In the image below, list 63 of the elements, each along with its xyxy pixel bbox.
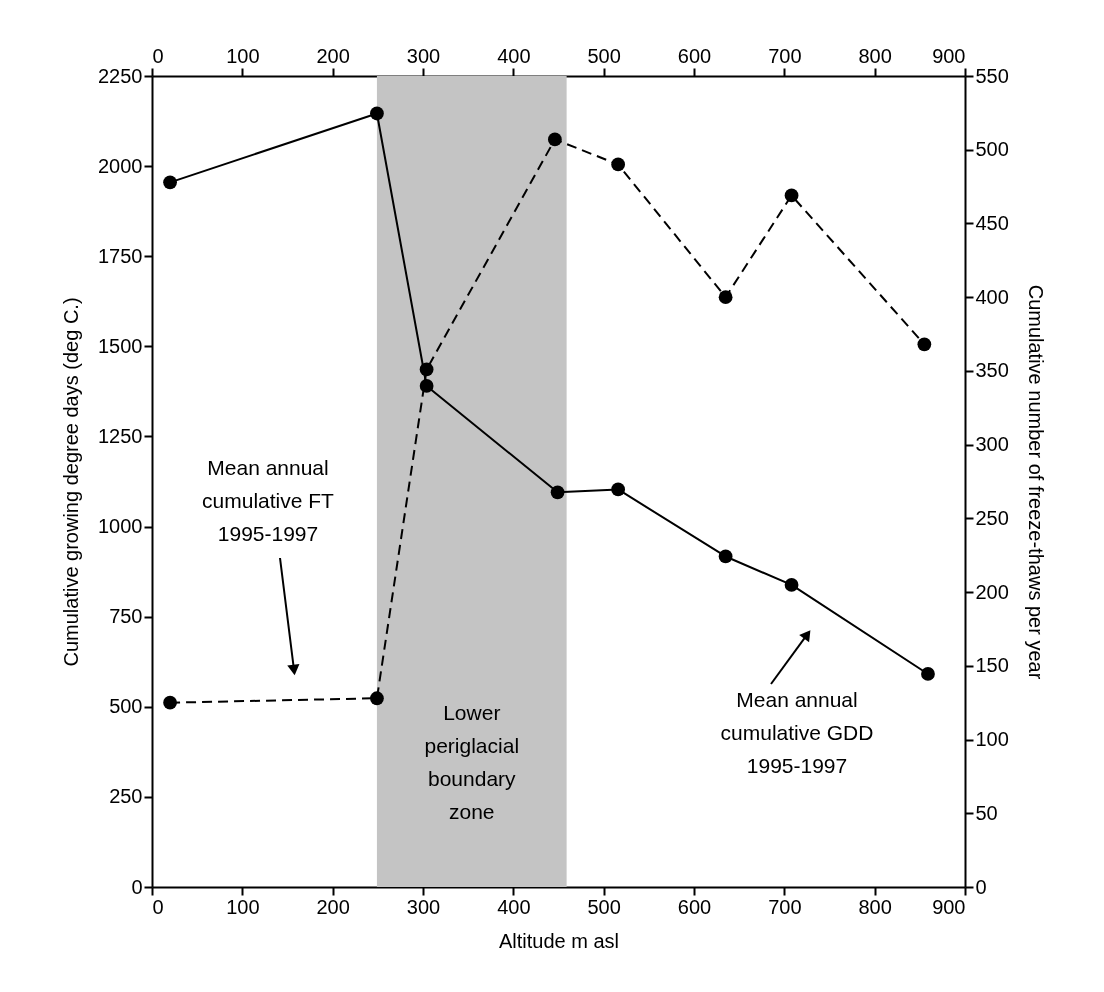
y2-tick-label: 550 bbox=[975, 64, 1009, 87]
x2-tick-label: 800 bbox=[858, 44, 892, 67]
x2-tick-label: 500 bbox=[587, 44, 621, 67]
point bbox=[611, 482, 626, 497]
x2-tick-label: 300 bbox=[406, 44, 441, 67]
y2-tick-label: 450 bbox=[975, 211, 1009, 234]
y-tick-label: 1250 bbox=[98, 424, 143, 447]
point bbox=[718, 549, 733, 564]
point bbox=[718, 290, 733, 305]
x2-tick-label: 700 bbox=[768, 44, 802, 67]
x2-tick-label: 400 bbox=[497, 44, 531, 67]
point bbox=[921, 667, 935, 681]
y2-tick-label: 150 bbox=[975, 654, 1009, 677]
point bbox=[370, 106, 384, 121]
y2-tick-label: 300 bbox=[975, 433, 1009, 456]
y-tick-label: 250 bbox=[109, 785, 143, 808]
y2-tick-label: 500 bbox=[975, 138, 1009, 161]
x-tick-label: 0 bbox=[152, 895, 164, 918]
x-tick-label: 700 bbox=[768, 895, 802, 918]
y2-axis-title: Cumulative number of freeze-thaws per year bbox=[1024, 284, 1047, 680]
y2-tick-label: 250 bbox=[975, 506, 1009, 529]
point bbox=[370, 691, 384, 706]
y-tick-label: 1750 bbox=[98, 244, 143, 267]
x2-tick-label: 200 bbox=[316, 44, 350, 67]
annotation: Mean annual cumulative GDD 1995-1997 bbox=[720, 688, 874, 777]
x-tick-label: 200 bbox=[316, 895, 350, 918]
point bbox=[784, 188, 799, 203]
x-tick-label: 500 bbox=[587, 895, 621, 918]
x2-tick-label: 100 bbox=[226, 44, 260, 67]
band-label: Lower periglacial boundary zone bbox=[424, 701, 520, 823]
y-tick-label: 1500 bbox=[98, 334, 143, 357]
point bbox=[917, 337, 932, 352]
y2-tick-label: 0 bbox=[975, 875, 987, 898]
x-tick-label: 600 bbox=[677, 895, 712, 918]
y-tick-label: 750 bbox=[109, 605, 143, 628]
x-axis-title: Altitude m asl bbox=[498, 929, 620, 952]
annotation: Mean annual cumulative FT 1995-1997 bbox=[202, 456, 335, 545]
y-tick-label: 1000 bbox=[98, 515, 143, 538]
y-tick-label: 500 bbox=[109, 695, 143, 718]
point bbox=[784, 578, 799, 592]
x2-tick-label: 900 bbox=[932, 44, 966, 67]
point bbox=[163, 695, 177, 710]
y2-tick-label: 200 bbox=[975, 580, 1009, 603]
y2-tick-label: 100 bbox=[975, 728, 1009, 751]
point bbox=[547, 132, 562, 147]
y-tick-label: 0 bbox=[131, 875, 143, 898]
point bbox=[550, 485, 565, 500]
x-tick-label: 800 bbox=[858, 895, 892, 918]
y-tick-label: 2250 bbox=[98, 64, 143, 87]
y2-tick-label: 400 bbox=[975, 285, 1009, 308]
y-tick-label: 2000 bbox=[98, 154, 143, 177]
y-axis-title: Cumulative growing degree days (deg C.) bbox=[60, 297, 83, 667]
x2-tick-label: 0 bbox=[152, 44, 164, 67]
y2-tick-label: 350 bbox=[975, 359, 1009, 382]
x2-tick-label: 600 bbox=[677, 44, 712, 67]
point bbox=[163, 175, 177, 190]
point bbox=[611, 157, 626, 172]
point bbox=[419, 362, 434, 377]
x-tick-label: 400 bbox=[497, 895, 531, 918]
x-tick-label: 300 bbox=[406, 895, 441, 918]
x-tick-label: 900 bbox=[932, 895, 966, 918]
y2-tick-label: 50 bbox=[975, 801, 998, 824]
x-tick-label: 100 bbox=[226, 895, 260, 918]
